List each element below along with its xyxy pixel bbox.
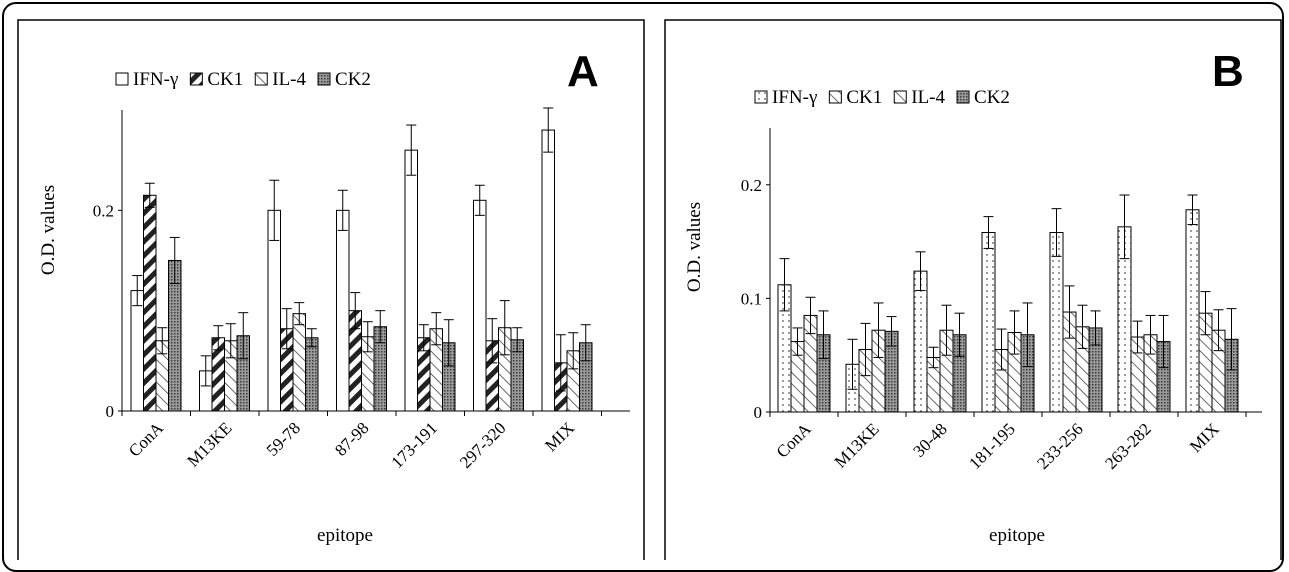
y-tick-label: 0.2 <box>741 176 762 195</box>
chart-panel-a: 0 0.2 O.D. values epitope ConA M13KE 59-78 87-9… <box>38 69 630 546</box>
bar-ifn <box>473 199 487 412</box>
bar-ifn <box>541 129 555 412</box>
bar-ifn <box>336 209 350 412</box>
legend-swatch <box>317 72 331 86</box>
panel-b-frame <box>664 19 1282 560</box>
legend-label: IL-4 <box>272 69 306 90</box>
x-tick-label: MIX <box>541 418 578 455</box>
bar-ifn <box>130 290 144 412</box>
legend-label: IL-4 <box>911 87 945 108</box>
panel-b-letter: B <box>1212 47 1244 96</box>
x-tick-label: 181-195 <box>965 419 1019 473</box>
legend-label: IFN-γ <box>772 87 817 108</box>
bar-ck1 <box>143 194 157 412</box>
x-tick-label: ConA <box>125 418 168 461</box>
legend-label: CK1 <box>207 69 243 90</box>
legend-swatch <box>754 90 768 104</box>
chart-canvas: A B 0 0.2 O.D. values epitope ConA M13KE 59-78… <box>17 19 1282 560</box>
bar-ifn <box>1185 209 1200 413</box>
bar-ifn <box>404 149 418 412</box>
bar-ck2 <box>305 337 319 412</box>
legend-label: IFN-γ <box>133 69 178 90</box>
legend-swatch <box>956 90 970 104</box>
x-axis-label: epitope <box>317 525 373 546</box>
legend-label: CK2 <box>335 69 371 90</box>
legend-label: CK2 <box>974 87 1010 108</box>
x-tick-label: 233-256 <box>1033 419 1087 473</box>
x-tick-label: M13KE <box>183 418 235 470</box>
legend-swatch <box>115 72 129 86</box>
x-tick-label: 87-98 <box>331 418 372 459</box>
x-tick-label: M13KE <box>831 419 883 471</box>
legend-swatch <box>254 72 268 86</box>
legend-swatch <box>828 90 842 104</box>
y-axis-label: O.D. values <box>38 185 59 275</box>
bar-ifn <box>913 270 928 413</box>
x-tick-label: ConA <box>773 419 816 462</box>
y-tick-label: 0.1 <box>741 289 762 308</box>
x-tick-label: 263-282 <box>1101 419 1155 473</box>
legend-swatch <box>189 72 203 86</box>
bar-ifn <box>981 232 996 413</box>
panel-a-letter: A <box>567 47 599 96</box>
x-tick-label: 30-48 <box>909 419 950 460</box>
legend-swatch <box>893 90 907 104</box>
y-tick-label: 0 <box>106 402 115 421</box>
bar-ifn <box>1049 232 1064 413</box>
y-tick-label: 0 <box>754 403 763 422</box>
chart-panel-b: 0 0.1 0.2 O.D. values epitope ConA M13KE 30-48 1… <box>684 87 1262 546</box>
x-tick-label: 173-191 <box>388 418 442 472</box>
y-axis-label: O.D. values <box>684 202 705 292</box>
x-tick-label: 59-78 <box>263 418 304 459</box>
legend-label: CK1 <box>846 87 882 108</box>
y-tick-label: 0.2 <box>93 201 114 220</box>
x-tick-label: MIX <box>1186 419 1223 456</box>
x-tick-label: 297-320 <box>456 418 510 472</box>
x-axis-label: epitope <box>989 525 1045 546</box>
bar-il4 <box>292 313 306 412</box>
panel-a-frame <box>17 19 645 560</box>
